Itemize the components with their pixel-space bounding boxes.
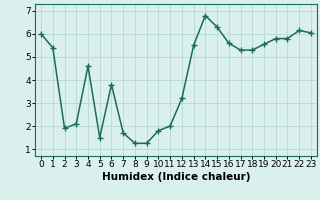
X-axis label: Humidex (Indice chaleur): Humidex (Indice chaleur) [102,172,250,182]
